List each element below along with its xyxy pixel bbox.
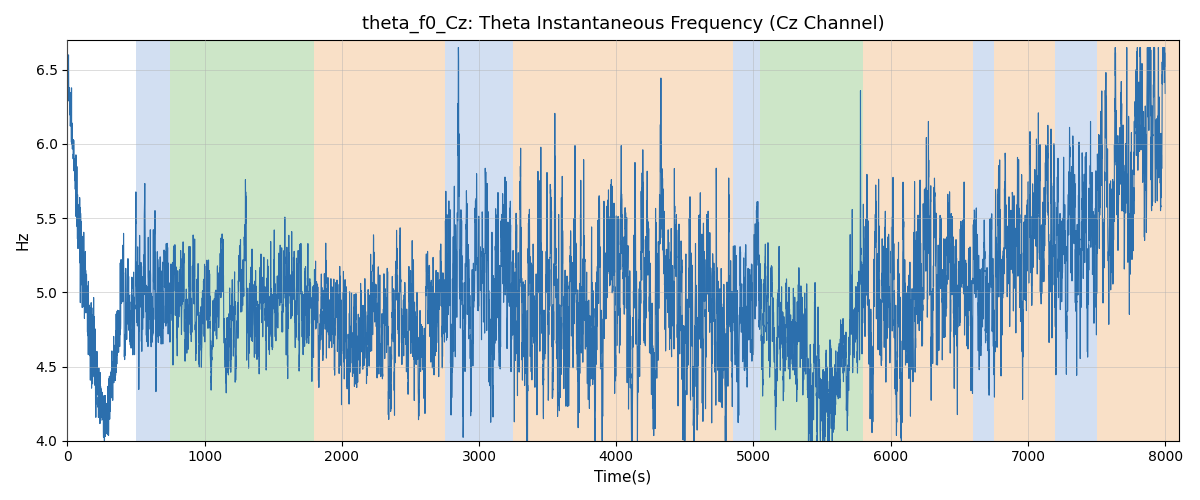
Bar	[973, 40, 994, 440]
Bar	[514, 40, 733, 440]
Bar	[863, 40, 973, 440]
X-axis label: Time(s): Time(s)	[594, 470, 652, 485]
Bar	[170, 40, 314, 440]
Title: theta_f0_Cz: Theta Instantaneous Frequency (Cz Channel): theta_f0_Cz: Theta Instantaneous Frequen…	[361, 15, 884, 34]
Y-axis label: Hz: Hz	[16, 230, 30, 250]
Bar	[136, 40, 170, 440]
Bar	[994, 40, 1056, 440]
Bar	[733, 40, 761, 440]
Bar	[314, 40, 445, 440]
Bar	[761, 40, 863, 440]
Bar	[1097, 40, 1178, 440]
Bar	[1056, 40, 1097, 440]
Bar	[445, 40, 514, 440]
